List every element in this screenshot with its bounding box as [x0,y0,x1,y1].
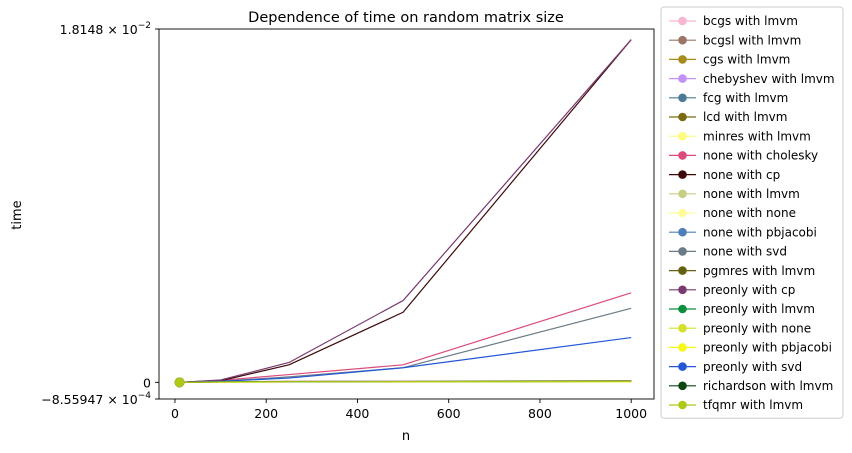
legend-item: none with lmvm [669,187,800,201]
legend-item: preonly with cp [669,283,795,297]
legend-label: fcg with lmvm [703,91,788,105]
legend-label: none with cp [703,168,780,182]
legend-marker [678,74,687,83]
legend-label: none with pbjacobi [703,225,817,239]
legend-item: none with pbjacobi [669,225,817,239]
y-tick-label: 0 [143,375,151,390]
legend-item: preonly with none [669,321,811,335]
legend-label: preonly with cp [703,283,795,297]
legend-label: pgmres with lmvm [703,264,815,278]
legend-label: preonly with pbjacobi [703,341,832,355]
legend-item: richardson with lmvm [669,379,833,393]
series-line [179,336,632,383]
legend-label: richardson with lmvm [703,379,833,393]
legend-marker [678,208,687,218]
legend-marker [678,55,687,64]
legend-marker [678,285,687,295]
legend-marker [678,170,687,179]
legend-label: preonly with svd [703,360,802,374]
legend-item: none with cholesky [669,149,818,163]
legend-marker [678,323,687,333]
legend-item: lcd with lmvm [669,110,787,124]
y-tick-label: −8.55947 × 10−4 [41,391,151,407]
x-tick-label: 200 [254,406,278,421]
legend-marker [678,304,687,314]
legend-label: none with none [703,206,796,220]
x-tick-label: 0 [171,406,179,421]
legend-item: preonly with lmvm [669,302,815,316]
legend-marker [678,189,687,199]
legend-item: bcgs with lmvm [669,14,798,28]
legend-label: minres with lmvm [703,129,811,143]
legend-label: none with cholesky [703,149,818,163]
legend-label: bcgs with lmvm [703,14,798,28]
legend-marker [678,16,687,26]
legend-label: preonly with lmvm [703,302,815,316]
legend-item: none with cp [669,168,780,182]
series-8 [174,292,632,388]
legend-item: preonly with svd [669,360,802,374]
legend: bcgs with lmvm bcgsl with lmvm cgs with lm… [660,6,844,419]
series-line [179,307,632,383]
x-tick-label: 1000 [615,406,647,421]
x-axis-label: n [402,429,410,444]
legend-label: none with lmvm [703,187,800,201]
series-21 [174,377,632,388]
legend-marker [678,131,687,141]
legend-item: chebyshev with lmvm [669,72,835,86]
y-tick-label: 1.8148 × 10−2 [60,21,151,37]
series-line [179,380,632,383]
axes-frame [158,28,655,400]
legend-marker [678,35,687,45]
legend-marker [678,400,687,410]
series-line [179,39,632,383]
legend-label: preonly with none [703,321,811,335]
series-line [179,292,632,383]
legend-label: tfqmr with lmvm [703,398,803,412]
series-9 [174,39,632,388]
legend-label: cgs with lmvm [703,53,790,67]
legend-marker [678,343,687,352]
legend-item: none with svd [669,245,787,259]
data-point [174,377,185,388]
x-tick-label: 600 [437,406,461,421]
legend-label: lcd with lmvm [703,110,787,124]
legend-item: tfqmr with lmvm [669,398,803,412]
x-tick-label: 400 [346,406,370,421]
legend-label: none with svd [703,245,787,259]
series-line [179,39,632,383]
legend-item: minres with lmvm [669,129,811,143]
legend-marker [678,247,687,256]
chart-title: Dependence of time on random matrix size [248,10,564,26]
plot-area [174,39,632,388]
legend-item: none with none [669,206,796,220]
legend-item: cgs with lmvm [669,53,790,67]
legend-marker [678,362,687,371]
legend-marker [678,266,687,275]
legend-item: pgmres with lmvm [669,264,815,278]
legend-item: bcgsl with lmvm [669,33,801,47]
legend-marker [678,227,687,237]
legend-marker [678,93,687,103]
legend-item: preonly with pbjacobi [669,341,832,355]
legend-box [660,6,844,419]
legend-marker [678,112,687,122]
legend-label: chebyshev with lmvm [703,72,835,86]
legend-marker [678,381,687,391]
x-tick-label: 800 [528,406,552,421]
legend-label: bcgsl with lmvm [703,33,801,47]
series-15 [174,39,632,388]
legend-marker [678,151,687,160]
y-axis-label: time [10,200,25,229]
legend-item: fcg with lmvm [669,91,788,105]
